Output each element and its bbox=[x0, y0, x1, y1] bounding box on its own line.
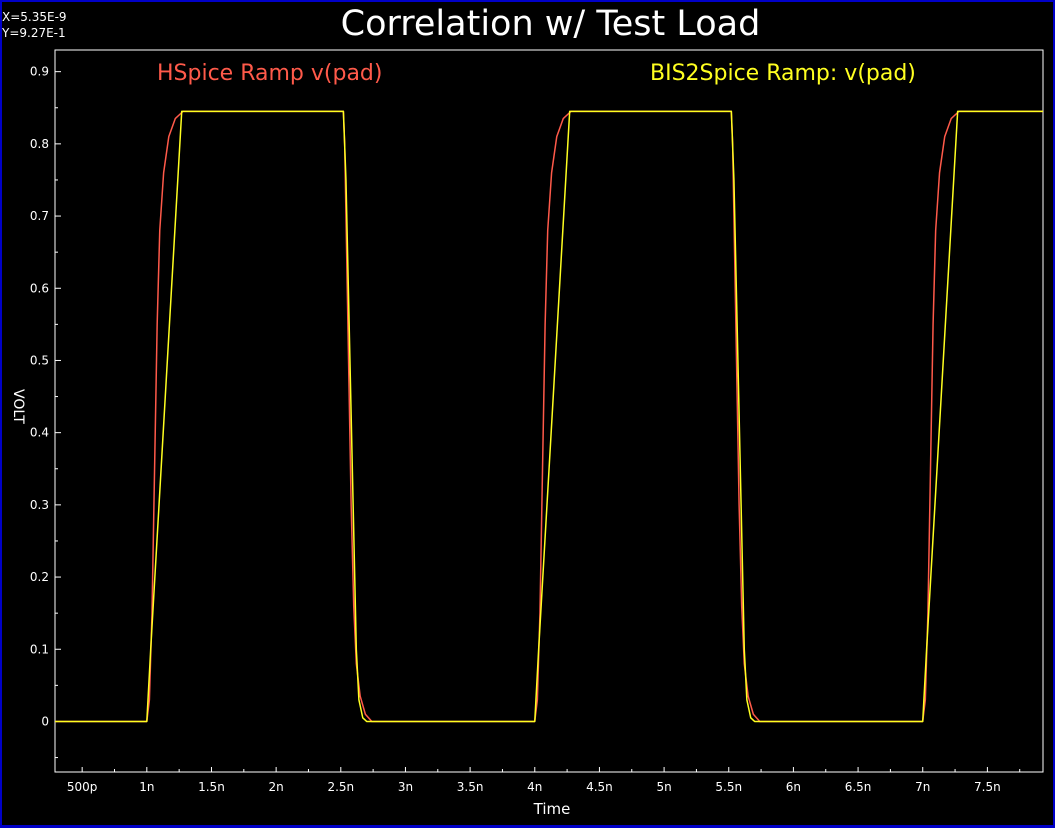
x-tick-label: 2n bbox=[269, 780, 284, 794]
y-tick-label: 0.2 bbox=[30, 570, 49, 584]
series-line-hspice bbox=[55, 110, 1043, 723]
y-tick-label: 0.5 bbox=[30, 353, 49, 367]
y-tick-label: 0.3 bbox=[30, 498, 49, 512]
y-axis-label: VOLT bbox=[10, 389, 26, 424]
x-tick-label: 2.5n bbox=[327, 780, 354, 794]
x-tick-label: 1.5n bbox=[198, 780, 225, 794]
legend-entry-hspice: HSpice Ramp v(pad) bbox=[157, 61, 383, 86]
x-tick-label: 5n bbox=[656, 780, 671, 794]
x-tick-label: 6n bbox=[786, 780, 801, 794]
y-tick-label: 0.7 bbox=[30, 209, 49, 223]
legend-entry-bis2spice: BIS2Spice Ramp: v(pad) bbox=[650, 61, 916, 86]
plot-area: 500p 1n 1.5n 2n 2.5n 3n 3.5n 4n 4.5n 5n 5.5n 6n 6.5n… bbox=[30, 49, 1044, 794]
series-layer bbox=[55, 110, 1043, 723]
y-axis: 0 0.1 0.2 0.3 0.4 0.5 0.6 0.7 0.8 0.9 bbox=[30, 65, 61, 759]
cursor-x-readout: X=5.35E-9 bbox=[2, 10, 67, 24]
plot-border bbox=[54, 49, 1044, 773]
x-tick-label: 7.5n bbox=[974, 780, 1001, 794]
x-tick-label: 7n bbox=[915, 780, 930, 794]
x-tick-label: 3.5n bbox=[457, 780, 484, 794]
x-axis: 500p 1n 1.5n 2n 2.5n 3n 3.5n 4n 4.5n 5n 5.5n 6n 6.5n… bbox=[67, 767, 1021, 794]
x-tick-label: 6.5n bbox=[845, 780, 872, 794]
y-tick-label: 0.8 bbox=[30, 137, 49, 151]
cursor-y-readout: Y=9.27E-1 bbox=[2, 26, 66, 40]
x-tick-label: 500p bbox=[67, 780, 98, 794]
y-tick-label: 0.9 bbox=[30, 65, 49, 79]
y-tick-label: 0.4 bbox=[30, 426, 49, 440]
x-tick-label: 5.5n bbox=[715, 780, 742, 794]
chart-title: Correlation w/ Test Load bbox=[340, 4, 761, 44]
x-axis-label: Time bbox=[533, 800, 571, 818]
x-tick-label: 1n bbox=[139, 780, 154, 794]
y-tick-label: 0 bbox=[41, 714, 49, 728]
x-tick-label: 3n bbox=[398, 780, 413, 794]
y-tick-label: 0.1 bbox=[30, 642, 49, 656]
x-tick-label: 4.5n bbox=[586, 780, 613, 794]
series-line-bis2spice bbox=[55, 110, 1043, 723]
y-tick-label: 0.6 bbox=[30, 281, 49, 295]
x-tick-label: 4n bbox=[527, 780, 542, 794]
